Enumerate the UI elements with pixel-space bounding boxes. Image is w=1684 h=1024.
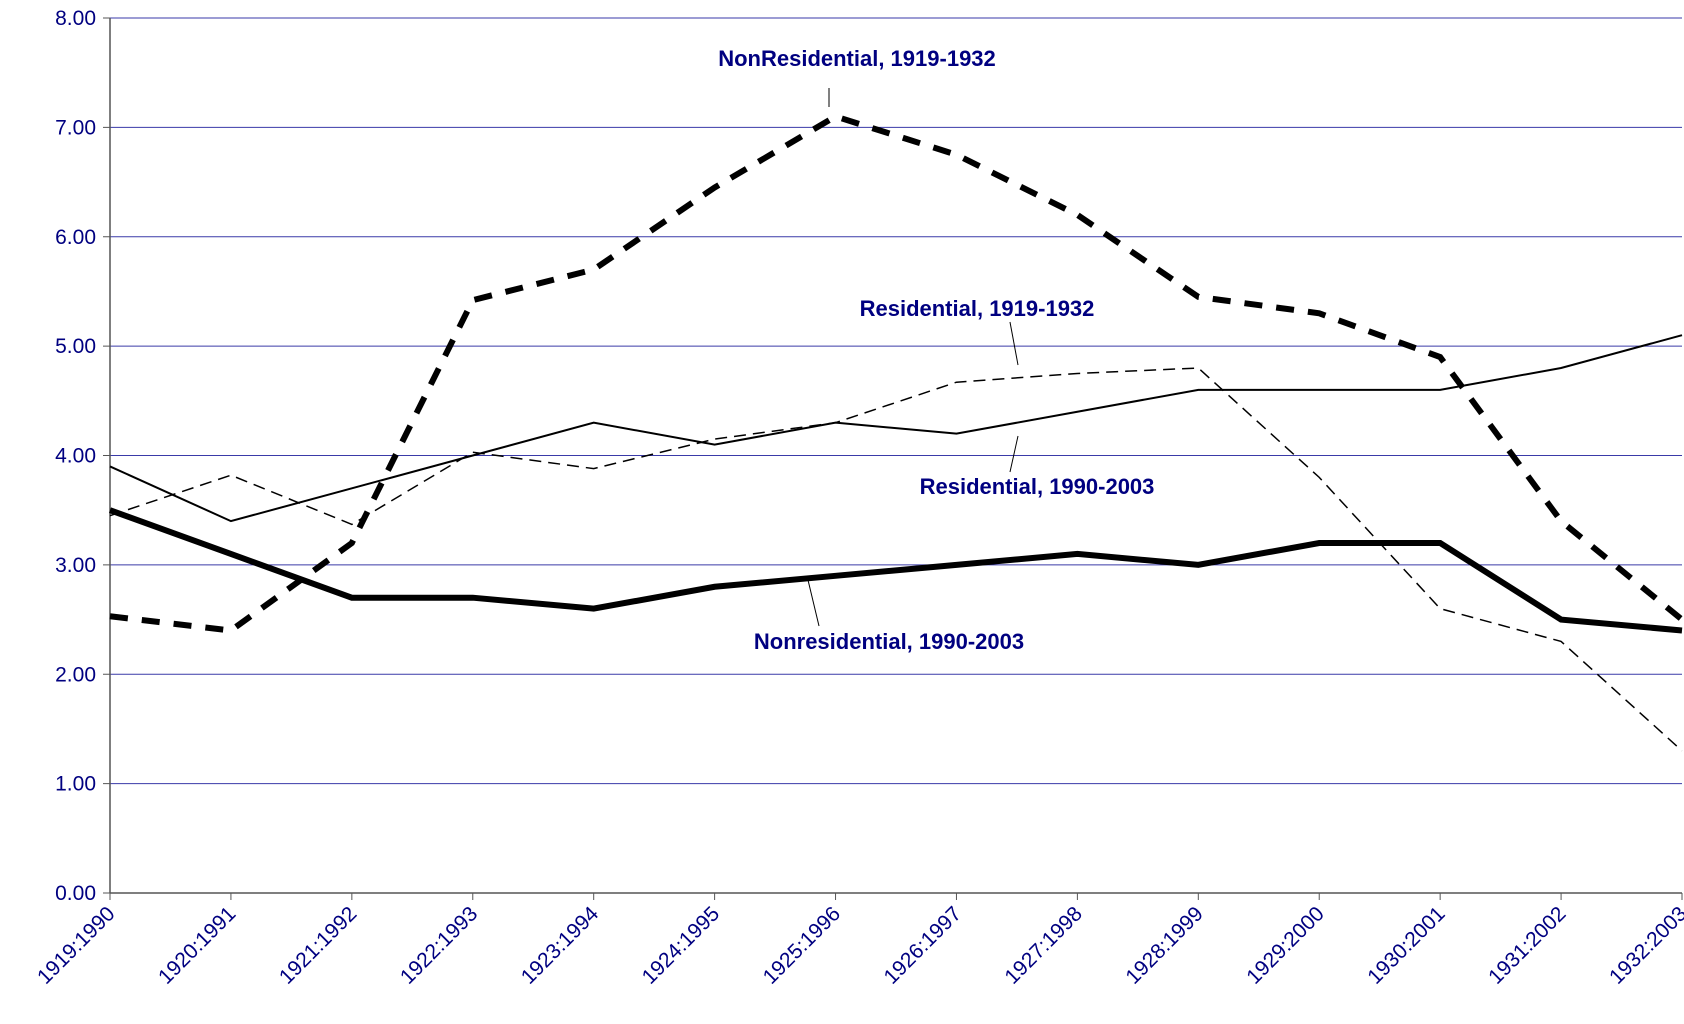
series-line [109, 367, 1683, 752]
x-tick-label: 1920:1991 [154, 902, 240, 988]
x-tick-label: 1926:1997 [880, 902, 966, 988]
series-annotation: Nonresidential, 1990-2003 [754, 629, 1024, 654]
x-tick-label: 1919:1990 [33, 902, 119, 988]
x-tick-label: 1929:2000 [1242, 902, 1328, 988]
y-tick-label: 1.00 [55, 773, 96, 796]
annotation-leader [1009, 321, 1019, 366]
y-tick-label: 8.00 [55, 7, 96, 30]
series-annotation: Residential, 1990-2003 [920, 474, 1155, 499]
x-tick-label: 1928:1999 [1121, 902, 1207, 988]
x-tick-label: 1930:2001 [1363, 902, 1449, 988]
series-line [108, 507, 1683, 634]
y-tick-label: 5.00 [55, 335, 96, 358]
series-annotation: Residential, 1919-1932 [860, 296, 1095, 321]
x-tick-label: 1925:1996 [759, 902, 845, 988]
annotation-leader [1009, 435, 1019, 473]
annotation-leader [807, 579, 820, 627]
y-tick-label: 4.00 [55, 445, 96, 468]
y-tick-label: 0.00 [55, 882, 96, 905]
series-line [109, 113, 1684, 634]
y-tick-label: 2.00 [55, 663, 96, 686]
y-tick-label: 3.00 [55, 554, 96, 577]
y-tick-label: 7.00 [55, 116, 96, 139]
x-tick-label: 1923:1994 [517, 902, 604, 989]
x-tick-label: 1932:2003 [1605, 902, 1684, 988]
series-line [109, 334, 1683, 523]
x-tick-label: 1921:1992 [275, 902, 361, 988]
x-tick-label: 1922:1993 [396, 902, 482, 988]
y-tick-label: 6.00 [55, 226, 96, 249]
x-tick-label: 1931:2002 [1484, 902, 1570, 988]
series-annotation: NonResidential, 1919-1932 [718, 46, 996, 71]
x-tick-label: 1927:1998 [1000, 902, 1086, 988]
x-tick-label: 1924:1995 [638, 902, 724, 988]
